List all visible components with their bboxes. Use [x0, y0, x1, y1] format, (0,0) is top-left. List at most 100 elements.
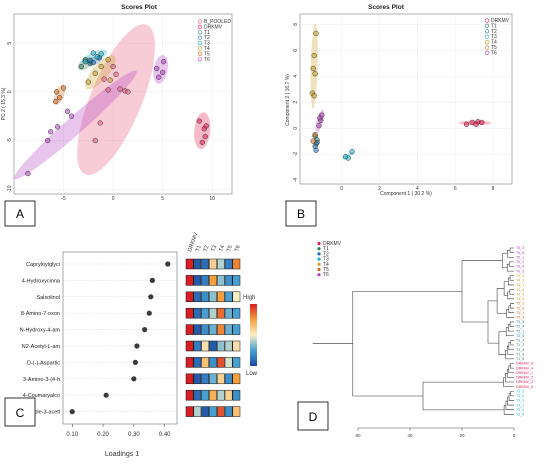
- panel-c-heat-cell: [216, 373, 225, 385]
- panel-c-heat-cell: [193, 291, 202, 303]
- panel-a-legend-marker-t5: [197, 51, 203, 57]
- panel-b-point-t6: [317, 115, 323, 121]
- panel-b-label-box: [285, 200, 317, 227]
- panel-c-heat-cell: [201, 307, 210, 319]
- panel-d-branch: [506, 263, 514, 272]
- panel-d-branch: [505, 327, 514, 337]
- panel-a-legend-label-t6: T6: [204, 57, 210, 63]
- panel-a-ytick-label: 0: [7, 90, 13, 93]
- panel-c-heat-cell: [224, 324, 233, 335]
- panel-c-feature-label: 4-Hydroxycinna: [22, 278, 61, 284]
- panel-d-leaf-label: T2_4: [516, 325, 524, 329]
- panel-a-point-t6: [156, 74, 162, 80]
- panel-c-heat-cell: [209, 340, 217, 352]
- panel-d-leaf-label: T1_2: [516, 343, 524, 347]
- panel-d-legend-label-t1: T1: [323, 246, 329, 252]
- panel-d-leaf-label: T3_2: [516, 403, 524, 407]
- panel-b-ytick-label: 4: [293, 75, 299, 78]
- panel-d-ticks: 60 40 20 0: [355, 427, 516, 438]
- panel-c-heat-cell: [232, 340, 241, 352]
- panel-d-legend-label-t6: T6: [323, 272, 329, 278]
- panel-b-xtick-label: 2: [378, 186, 381, 192]
- panel-d-leaf-label: T1_6: [516, 352, 524, 356]
- panel-a-point-drkmv: [203, 123, 209, 129]
- panel-d-branch: [502, 253, 508, 268]
- panel-a-point-t6: [25, 170, 31, 177]
- panel-c-heat-cell: [209, 275, 217, 286]
- panel-b-ytick-label: 6: [293, 49, 299, 52]
- panel-d-leaf-label: DRKMV_6: [516, 362, 533, 366]
- panel-c-heat-cell: [193, 275, 202, 286]
- panel-a-point-b_pooled: [125, 89, 131, 95]
- panel-c-heat-cell: [209, 373, 217, 385]
- panel-d-branch: [461, 260, 503, 323]
- panel-d-leaf-label: T3_6: [516, 413, 524, 417]
- panel-a-point-t5: [53, 89, 60, 95]
- panel-b-point-t3: [349, 148, 355, 155]
- panel-c-heat-cell: [224, 373, 233, 385]
- panel-c-xtick-label: 0.10: [66, 432, 78, 438]
- panel-c-heat-cell: [232, 357, 241, 368]
- panel-b-point-t2: [313, 147, 319, 153]
- panel-a-legend-marker-t6: [197, 57, 203, 62]
- panel-c-loadings: Capryloylglyci 4-Hydroxycinna Salsolinol 8-…: [4, 232, 258, 458]
- panel-c-plot-frame: [62, 251, 178, 425]
- panel-b-title: Scores Plot: [368, 4, 405, 11]
- panel-d-leaf-label: T4_6: [516, 288, 524, 292]
- panel-a-plot-frame: [13, 13, 233, 195]
- panel-c-loading-dot: [146, 310, 152, 316]
- panel-d-branch: [508, 365, 514, 374]
- panel-b-scores-plot: Scores Plot 0 2 4 6 8 -4 -2 0 2 4 6 8 Component 1 (…: [285, 4, 513, 227]
- panel-b-legend-marker-t1: [484, 23, 490, 29]
- panel-a-point-t2: [90, 60, 96, 66]
- panel-d-branch: [510, 303, 514, 309]
- panel-a-legend-marker-drkmv: [197, 24, 203, 30]
- panel-c-heat-cell: [201, 340, 210, 352]
- panel-b-ticks: 0 2 4 6 8 -4 -2 0 2 4 6 8: [293, 23, 495, 192]
- panel-d-branch: [510, 390, 514, 397]
- panel-c-heat-cell: [185, 324, 194, 335]
- panel-b-legend-label-t2: T2: [491, 29, 497, 35]
- panel-a-point-t3: [82, 59, 88, 65]
- panel-d-branch: [507, 396, 514, 406]
- panel-c-colorbar-low: Low: [246, 371, 258, 377]
- panel-d-leaf-label: T6_5: [516, 269, 524, 273]
- panel-d-branch: [507, 291, 514, 300]
- panel-a-scores-plot: Scores Plot -5 0 5 10 -10 -5 0 5 PC 2 ( 15.3 %)…: [1, 4, 233, 227]
- panel-d-branch: [505, 400, 514, 410]
- panel-b-point-t4: [313, 30, 319, 37]
- panel-d-leaf-label: T3_4: [516, 408, 524, 412]
- panel-d-leaf-label: T4_4: [516, 292, 524, 296]
- panel-b-point-drkmv: [473, 121, 479, 127]
- panel-c-xtick-label: 0.40: [159, 432, 171, 438]
- panel-c-heat-cell: [209, 307, 217, 319]
- panel-d-legend-marker-t3: [317, 257, 321, 261]
- panel-c-heat-cell: [201, 275, 210, 286]
- panel-c-heat-cell: [224, 406, 233, 417]
- panel-d-branch: [506, 369, 514, 378]
- panel-d-letter: D: [309, 410, 318, 424]
- panel-d-leaf-label: T4_3: [516, 279, 524, 283]
- panel-a-legend-label-t4: T4: [204, 46, 210, 52]
- panel-d-branch: [509, 275, 514, 281]
- panel-d-leaf-label: T4_1: [516, 283, 524, 287]
- panel-c-heat-cell: [185, 291, 194, 303]
- panel-c-heat-cell: [193, 389, 202, 401]
- panel-c-loading-dot: [131, 376, 137, 382]
- panel-d-legend-label-drkmv: DRKMV: [323, 241, 342, 247]
- panel-c-colorbar: High Low: [243, 295, 258, 377]
- panel-c-heat-cell: [201, 406, 210, 417]
- panel-d-tree: [312, 247, 514, 415]
- panel-c-colorbar-gradient: [250, 304, 257, 366]
- panel-c-heat-cell: [224, 258, 233, 270]
- panel-a-xtick-label: -5: [61, 196, 66, 202]
- panel-d-branch: [509, 261, 514, 267]
- panel-c-heat-cell: [232, 324, 241, 335]
- panel-d-branch: [422, 381, 505, 411]
- panel-a-ytick-label: -5: [7, 138, 13, 143]
- panel-d-leaf-label: DRKMV_1: [516, 371, 533, 375]
- panel-c-feature-label: Indole-3-acetl: [27, 410, 60, 416]
